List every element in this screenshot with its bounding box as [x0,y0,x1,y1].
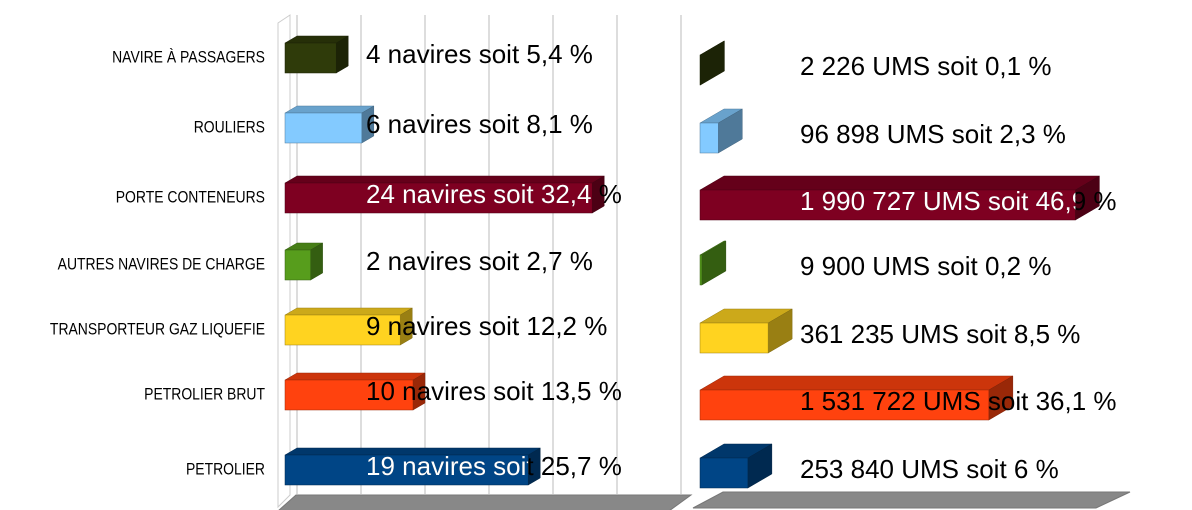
category-label: ROULIERS [194,117,265,136]
floor [692,491,1131,509]
value-label-inverse: 24 navires soit 32,4 % [366,179,622,209]
floor [278,494,693,510]
value-label: 253 840 UMS soit 6 % [800,454,1059,484]
bar-3d [699,40,726,86]
bar [699,322,769,354]
value-label: 1 531 722 UMS soit 36,1 % [800,386,1117,416]
bar [284,454,529,486]
bar [284,314,401,346]
category-label: TRANSPORTEUR GAZ LIQUEFIE [50,319,265,338]
bar-3d [284,105,375,144]
value-label: 4 navires soit 5,4 % [366,39,593,69]
value-label: 2 navires soit 2,7 % [366,246,593,276]
bar-3d [284,35,350,74]
bar-3d [284,307,414,346]
bar [699,389,990,421]
bar-3d [699,240,727,286]
value-label: 96 898 UMS soit 2,3 % [800,119,1066,149]
bar-3d [284,372,426,411]
bar [284,379,414,411]
bar-3d [284,447,542,486]
value-label: 2 226 UMS soit 0,1 % [800,51,1051,81]
category-label: PORTE CONTENEURS [116,187,265,206]
bar [699,457,749,489]
bar [284,182,593,214]
bar [699,122,719,154]
bar-3d [699,308,794,354]
value-label: 6 navires soit 8,1 % [366,109,593,139]
value-label: 361 235 UMS soit 8,5 % [800,319,1080,349]
value-label: 24 navires soit 32,4 % [366,179,622,209]
value-label: 19 navires soit 25,7 % [366,451,622,481]
category-label: PETROLIER BRUT [144,384,265,403]
value-label: 9 900 UMS soit 0,2 % [800,251,1051,281]
bar-3d [699,375,1014,421]
value-label: 1 990 727 UMS soit 46,9 % [800,186,1117,216]
bar-3d [284,175,606,214]
bar [699,189,1076,221]
value-label: 9 navires soit 12,2 % [366,311,607,341]
bar-3d [699,175,1101,221]
category-label: AUTRES NAVIRES DE CHARGE [58,254,265,273]
value-label: 10 navires soit 13,5 % [366,376,622,406]
bar-top [284,105,375,114]
bar [284,249,311,281]
bar-3d [699,108,744,154]
category-label: PETROLIER [186,459,265,478]
bar [284,112,363,144]
bar [284,42,337,74]
value-label-inverse: 1 990 727 UMS soit 46,9 % [800,186,1117,216]
bar-3d [284,242,324,281]
value-label-inverse: 19 navires soit 25,7 % [366,451,622,481]
category-label: NAVIRE À PASSAGERS [112,47,265,66]
bar [699,254,703,286]
bar-3d [699,443,773,489]
